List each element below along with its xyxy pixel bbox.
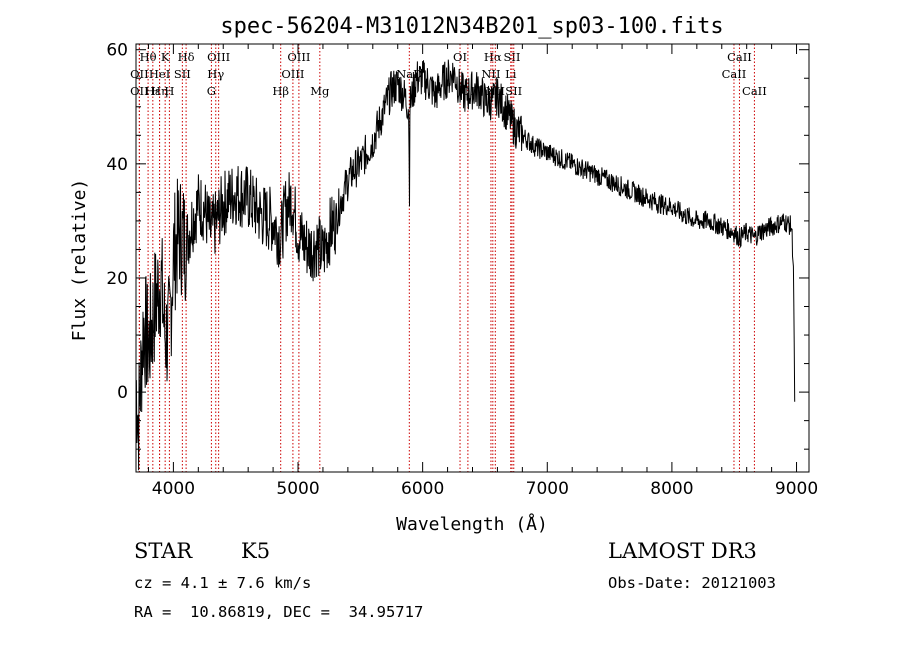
emission-line-label: OIII xyxy=(207,50,230,64)
emission-line-label: OII xyxy=(130,67,149,81)
x-tick-label: 4000 xyxy=(152,479,195,499)
emission-line-label: H xyxy=(164,84,174,98)
emission-line-label: NII xyxy=(481,67,500,81)
emission-line-label: Mg xyxy=(310,84,330,98)
emission-line-label: Hβ xyxy=(272,84,289,98)
x-tick-label: 9000 xyxy=(775,479,818,499)
emission-line-label: Hδ xyxy=(178,50,195,64)
x-tick-label: 7000 xyxy=(526,479,569,499)
y-tick-label: 20 xyxy=(106,269,128,289)
y-axis-label: Flux (relative) xyxy=(69,179,90,342)
x-tick-label: 6000 xyxy=(401,479,444,499)
x-tick-label: 5000 xyxy=(276,479,319,499)
emission-line-label: OIII xyxy=(281,67,304,81)
emission-line-label: Hα xyxy=(484,50,502,64)
emission-line-label: HeI xyxy=(149,67,170,81)
emission-line-label: OIII xyxy=(287,50,310,64)
emission-line-label: SII xyxy=(504,50,521,64)
y-tick-label: 60 xyxy=(106,41,128,61)
x-axis-label: Wavelength (Å) xyxy=(396,513,548,535)
y-tick-label: 0 xyxy=(117,383,128,403)
obs-date: Obs-Date: 20121003 xyxy=(608,574,776,592)
emission-line-label: SII xyxy=(505,84,522,98)
emission-line-label: G xyxy=(207,84,216,98)
spectrum-layer xyxy=(135,59,796,471)
emission-line-label: CaII xyxy=(722,67,747,81)
emission-line-label: CaII xyxy=(742,84,767,98)
spectrum-chart: spec-56204-M31012N34B201_sp03-100.fits H… xyxy=(69,14,818,535)
redshift-cz: cz = 4.1 ± 7.6 km/s xyxy=(134,574,312,592)
x-tick-label: 8000 xyxy=(650,479,693,499)
survey-name: LAMOST DR3 xyxy=(608,539,757,563)
emission-line-label: CaII xyxy=(727,50,752,64)
coordinates: RA = 10.86819, DEC = 34.95717 xyxy=(134,603,424,621)
subclass: K5 xyxy=(241,539,271,563)
axes-layer: 4000 5000 6000 7000 8000 9000 0 20 40 60 xyxy=(106,41,818,499)
emission-line-label: Hε xyxy=(145,84,161,98)
emission-line-label: OI xyxy=(453,50,467,64)
emission-line-label: K xyxy=(161,50,170,64)
emission-line-label: SII xyxy=(174,67,191,81)
y-tick-label: 40 xyxy=(106,155,128,175)
chart-title: spec-56204-M31012N34B201_sp03-100.fits xyxy=(220,14,723,39)
emission-line-label: Li xyxy=(505,67,517,81)
object-class: STAR xyxy=(134,539,193,563)
emission-line-label: OII xyxy=(130,84,149,98)
emission-line-label: Hθ xyxy=(140,50,157,64)
spectrum-trace xyxy=(135,59,796,471)
emission-line-label: Hγ xyxy=(207,67,224,81)
